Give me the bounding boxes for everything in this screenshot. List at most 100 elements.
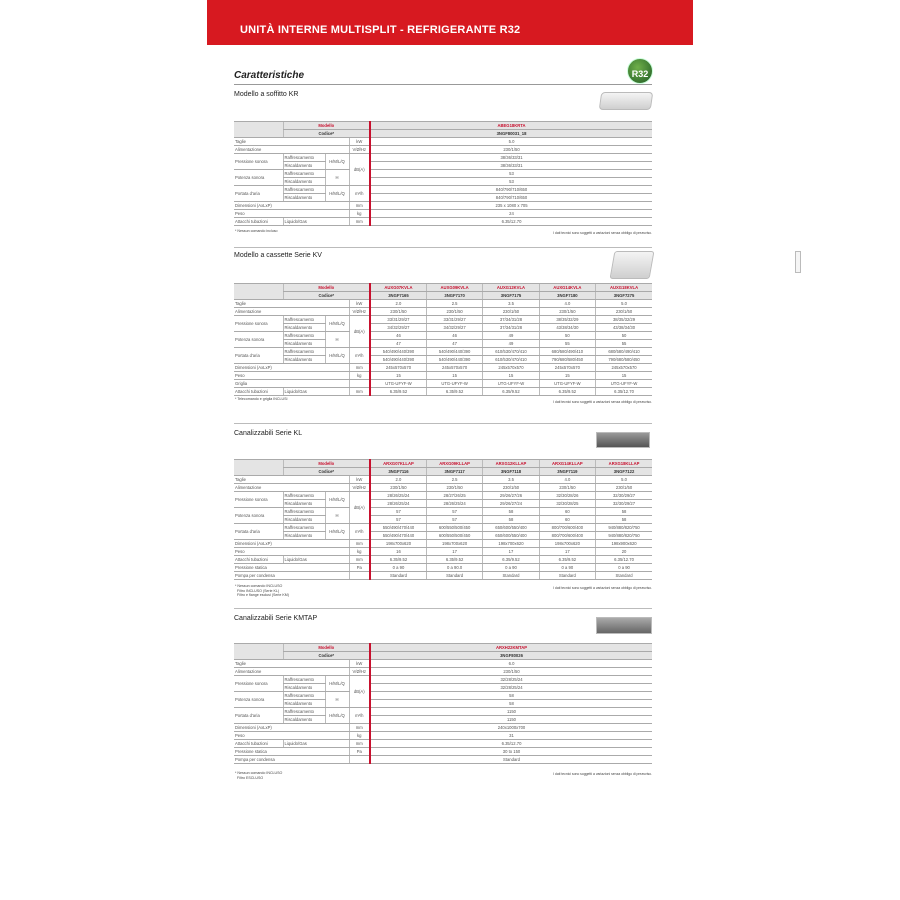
table-row: Attacchi tubazioni Liquido/Gas mm 6.35/12.7… — [234, 217, 652, 226]
row-label: Portata d'aria — [234, 347, 283, 364]
table-cell: 2.0 — [369, 299, 427, 308]
row-unit: Pa — [348, 563, 371, 572]
table-cell: 240x1000x700 — [369, 723, 652, 732]
ceiling-unit-image — [598, 92, 654, 110]
table-cell: 32/30/29/27 — [595, 499, 652, 508]
table-row: Portata d'aria Raffrescamento H/M/L/Q m³/h 5… — [234, 347, 652, 364]
header-title: UNITÀ INTERNE MULTISPLIT - REFRIGERANTE … — [240, 24, 521, 36]
row-label: Portata d'aria — [234, 185, 283, 202]
row-label: Dimensioni (AxLxP) — [234, 201, 349, 210]
row-unit: dB(A) — [348, 315, 371, 348]
table-cell: 57 — [425, 515, 483, 524]
table-cell: 230/1/50 — [425, 307, 483, 316]
section-title: Caratteristiche — [234, 70, 305, 81]
model-name: ARXG07KLLAP — [369, 459, 427, 468]
row-sublabel: Raffrescamento — [282, 347, 325, 356]
table-row: Riscaldamento 34/32/29/27 34/32/29/27 37/34… — [234, 323, 652, 332]
row-unit: kW — [348, 299, 371, 308]
code-label: Codice* — [282, 467, 371, 476]
table-cell: 540/490/440/390 — [425, 355, 483, 364]
table-cell: 17 — [482, 547, 540, 556]
table-cell: 28/26/25/24 — [425, 499, 483, 508]
table-cell: 37/34/31/28 — [482, 315, 540, 324]
table-row: Peso kg 15 15 15 15 15 — [234, 371, 652, 380]
row-mode: H/M/L/Q — [324, 491, 349, 508]
table-cell: 31 — [369, 731, 652, 740]
table-row: Alimentazione V/Ø/Hz 230/1/50 — [234, 667, 652, 676]
row-unit: dB(A) — [348, 153, 371, 186]
model-name: ARXG18KLLAP — [595, 459, 652, 468]
row-unit: kg — [348, 547, 371, 556]
table-cell: 32/30/28/26 — [538, 491, 596, 500]
header-row: Modello ABEG18KRTA — [234, 121, 652, 138]
table-cell: 6.35/12.70 — [595, 387, 652, 396]
row-label: Alimentazione — [234, 667, 349, 676]
table-cell: 32/28/25/24 — [369, 683, 652, 692]
table-row: Attacchi tubazioni Liquido/Gas mm 6.35/9.52… — [234, 387, 652, 396]
table-cell: 53 — [369, 177, 652, 186]
table-cell: 49 — [482, 339, 540, 348]
table-cell: 47 — [369, 339, 427, 348]
table-cell: 550/490/470/440 — [369, 523, 427, 532]
table-cell: 198x700x620 — [482, 539, 540, 548]
table-row: Potenza sonora Raffrescamento H 53 — [234, 169, 652, 186]
row-label: Pressione statica — [234, 563, 349, 572]
table-cell: 650/600/550/400 — [482, 523, 540, 532]
table-cell: 50 — [595, 331, 652, 340]
footnote: * Telecomando e griglia INCLUSI — [235, 397, 288, 401]
table-cell: 4.0 — [538, 475, 596, 484]
header-row: Codice* 3NGF7165 3NGF7170 3NGF7175 3NGF7180 3… — [234, 291, 652, 300]
row-unit: mm — [348, 201, 371, 210]
table-cell: Standard — [369, 571, 427, 580]
row-sublabel: Raffrescamento — [282, 523, 325, 532]
table-cell: 49 — [482, 331, 540, 340]
table-cell: 47 — [425, 339, 483, 348]
table-row: Dimensioni (AxLxP) mm 198x700x620 198x700x6… — [234, 539, 652, 548]
table-cell: 43/38/34/30 — [538, 323, 596, 332]
table-cell: 6.35/9.52 — [369, 387, 427, 396]
table-cell: 4.0 — [538, 299, 596, 308]
table-cell: 37/34/31/28 — [482, 323, 540, 332]
table-cell: 24 — [369, 209, 652, 218]
table-row: Attacchi tubazioni Liquido/Gas mm 6.35/9.52… — [234, 555, 652, 564]
product-code: 3NGF80026 — [369, 651, 652, 660]
table-cell: 33/31/29/27 — [425, 315, 483, 324]
table-cell: 230/1/50 — [369, 307, 427, 316]
row-label: Potenza sonora — [234, 331, 283, 348]
table-row: Dimensioni (AxLxP) mm 245x570x570 245x570x5… — [234, 363, 652, 372]
product-code: 3NGF7117 — [425, 467, 483, 476]
table-row: Pressione sonora Raffrescamento H/M/L/Q dB(… — [234, 153, 652, 186]
table-cell: 840/790/710/650 — [369, 185, 652, 194]
table-cell: 230/1/50 — [425, 483, 483, 492]
spec-table-kl: Modello ARXG07KLLAP ARXG09KLLAP ARXG12KLLAP… — [234, 459, 652, 580]
table-row: Taglie kW 2.0 2.5 3.5 4.0 5.0 — [234, 475, 652, 484]
row-label: Dimensioni (AxLxP) — [234, 363, 349, 372]
disclaimer: I dati tecnici sono soggetti a variazion… — [553, 586, 652, 590]
table-cell: 245x570x570 — [369, 363, 427, 372]
row-label: Alimentazione — [234, 483, 349, 492]
model-name: ARXG12KLLAP — [482, 459, 540, 468]
divider — [234, 423, 652, 424]
row-sublabel: Raffrescamento — [282, 169, 325, 178]
row-unit: V/Ø/Hz — [348, 483, 371, 492]
table-row: Attacchi tubazioni Liquido/Gas mm 6.35/12.7… — [234, 739, 652, 748]
table-cell: 58 — [595, 507, 652, 516]
table-cell: 46 — [369, 331, 427, 340]
row-label: Portata d'aria — [234, 707, 283, 724]
table-cell: 58 — [369, 699, 652, 708]
row-label: Attacchi tubazioni — [234, 739, 283, 748]
table-row: Taglie kW 5.0 — [234, 137, 652, 146]
header-row: Codice* 3NGF7116 3NGF7117 3NGF7118 3NGF7119 3… — [234, 467, 652, 476]
footnote: * Nessun comando incluso — [235, 229, 278, 233]
row-mode: H/M/L/Q — [324, 153, 349, 170]
table-cell: 245x570x570 — [425, 363, 483, 372]
row-label: Pompa per condensa — [234, 755, 349, 764]
row-unit: Pa — [348, 747, 371, 756]
table-cell: 6.35/12.70 — [595, 555, 652, 564]
table-row: Riscaldamento 1150 — [234, 715, 652, 724]
table-cell: 1150 — [369, 715, 652, 724]
table-cell: 245x570x570 — [538, 363, 596, 372]
row-unit: kW — [348, 475, 371, 484]
document-page: UNITÀ INTERNE MULTISPLIT - REFRIGERANTE … — [207, 0, 801, 900]
table-row: Pressione sonora Raffrescamento H/M/L/Q dB(… — [234, 675, 652, 708]
